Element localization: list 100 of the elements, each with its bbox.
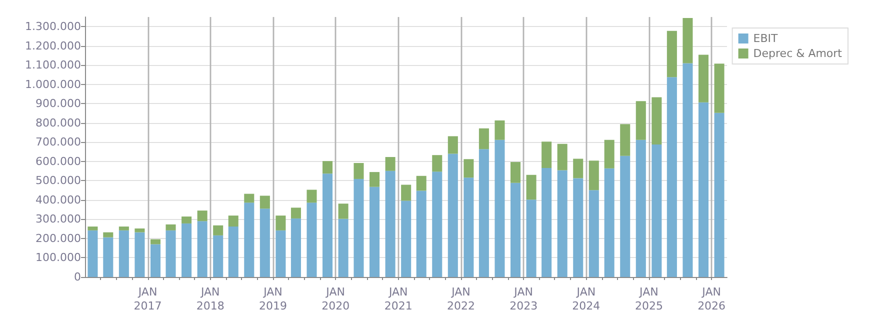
bar [682, 18, 693, 64]
bar [432, 172, 442, 277]
bar [306, 190, 317, 203]
bar [134, 232, 145, 277]
bar [290, 218, 301, 277]
x-tick-label: JAN 2022 [446, 286, 475, 312]
bar [322, 161, 333, 174]
y-tick-label: 1.200.000 [25, 39, 81, 52]
x-tick-label: JAN 2020 [322, 286, 350, 312]
y-tick-label: 200.000 [36, 232, 81, 245]
bar [588, 160, 599, 190]
x-tick-label: JAN 2026 [698, 286, 726, 312]
bar [338, 204, 348, 219]
bar [370, 186, 380, 277]
bar [542, 168, 552, 277]
bar [88, 230, 98, 277]
x-tick-label: JAN 2017 [134, 286, 162, 312]
bar [103, 237, 114, 277]
bar [714, 112, 724, 277]
bar [652, 97, 662, 144]
bar [620, 156, 630, 277]
y-tick-label: 800.000 [36, 116, 81, 130]
bar [213, 235, 224, 277]
bar [666, 30, 677, 78]
bar [604, 140, 614, 168]
bar [260, 208, 270, 277]
bar [526, 174, 536, 200]
bar [244, 194, 254, 203]
bar [557, 144, 568, 170]
y-tick-label: 700.000 [36, 136, 81, 149]
bar [714, 64, 724, 113]
bar [698, 54, 709, 102]
bar [228, 216, 238, 227]
y-tick-label: 900.000 [36, 97, 81, 110]
bar [103, 232, 114, 238]
bar [118, 226, 129, 230]
bar [464, 159, 474, 178]
bar [228, 226, 238, 277]
y-tick-label: 1.000.000 [25, 78, 81, 91]
bar [448, 154, 458, 277]
bar [150, 239, 161, 244]
bar [197, 210, 208, 222]
bar [134, 228, 145, 232]
bar [494, 140, 505, 277]
legend-label: Deprec & Amort [753, 47, 843, 60]
bar [166, 230, 176, 277]
bar [306, 202, 317, 277]
bar [416, 176, 426, 191]
y-tick-label: 1.100.000 [25, 58, 81, 72]
bar [636, 140, 646, 277]
bar [150, 244, 161, 277]
bar [276, 216, 286, 230]
bar [354, 162, 364, 179]
bar [88, 226, 98, 230]
bar [197, 221, 208, 277]
x-tick-label: JAN 2023 [510, 286, 538, 312]
bar [401, 200, 412, 277]
bar [448, 136, 458, 154]
y-tick-label: 300.000 [36, 212, 81, 226]
x-tick-label: JAN 2021 [384, 286, 412, 312]
x-tick-label: JAN 2018 [196, 286, 224, 312]
y-tick-label: 100.000 [36, 251, 81, 264]
bar [354, 178, 364, 277]
bar [510, 162, 521, 183]
y-tick-label: 500.000 [36, 174, 81, 188]
x-tick-label: JAN 2019 [258, 286, 287, 312]
bar [464, 178, 474, 277]
bar [652, 144, 662, 277]
bar [166, 224, 176, 230]
bar [510, 182, 521, 277]
bar [478, 128, 489, 150]
bar [276, 230, 286, 277]
bar [118, 230, 129, 277]
bar [338, 218, 348, 277]
bar [182, 216, 192, 224]
y-tick-label: 0 [74, 270, 81, 284]
bar [290, 208, 301, 218]
bar [666, 77, 677, 277]
x-tick-label: JAN 2024 [572, 286, 600, 312]
bar [573, 158, 584, 178]
bar [385, 170, 396, 277]
bar [620, 124, 630, 156]
bar [526, 200, 536, 277]
bar [244, 202, 254, 277]
bar [698, 102, 709, 277]
bar [432, 155, 442, 172]
legend-label: EBIT [753, 32, 778, 45]
bar [182, 223, 192, 277]
bar [260, 196, 270, 209]
bar [494, 120, 505, 140]
bar [416, 190, 426, 277]
bar [557, 170, 568, 277]
bar [322, 174, 333, 277]
x-tick-label: JAN 2025 [634, 286, 663, 312]
bar [588, 190, 599, 277]
bar [478, 149, 489, 277]
bar [542, 142, 552, 168]
bar [573, 178, 584, 277]
bar [604, 168, 614, 277]
bar [370, 172, 380, 187]
